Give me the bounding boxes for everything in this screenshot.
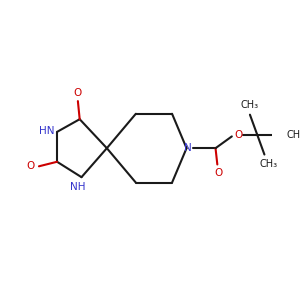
Text: NH: NH: [70, 182, 85, 192]
Text: CH₃: CH₃: [260, 160, 278, 170]
Text: O: O: [74, 88, 82, 98]
Text: CH₃: CH₃: [241, 100, 259, 110]
Text: HN: HN: [39, 126, 55, 136]
Text: CH₃: CH₃: [286, 130, 300, 140]
Text: O: O: [27, 161, 35, 171]
Text: O: O: [234, 130, 242, 140]
Text: O: O: [214, 168, 222, 178]
Text: N: N: [184, 143, 191, 153]
